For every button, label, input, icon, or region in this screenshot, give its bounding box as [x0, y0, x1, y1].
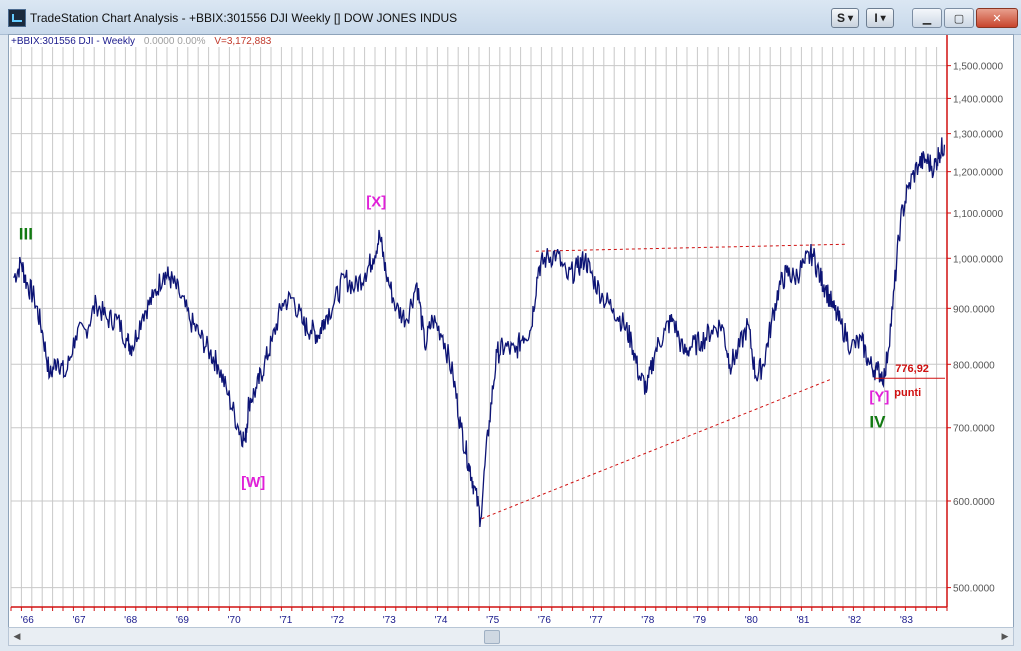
x-tick-label: '80 [745, 615, 758, 626]
y-tick-label: 1,500.0000 [953, 62, 1003, 73]
symbol-menu-button[interactable]: S ▾ [831, 8, 859, 28]
close-button[interactable]: ✕ [976, 8, 1018, 28]
price-chart[interactable]: 500.0000 600.0000 700.0000 800.0000 900.0000… [9, 35, 1013, 627]
x-tick-label: '72 [331, 615, 344, 626]
level-value-label: 776,92 [895, 363, 929, 375]
wave-X-label: [X] [366, 194, 386, 211]
x-tick-label: '69 [176, 615, 189, 626]
chart-app-icon [8, 9, 26, 27]
indicator-menu-button[interactable]: I ▾ [866, 8, 894, 28]
y-tick-label: 500.0000 [953, 584, 995, 595]
volume-label: V=3,172,883 [214, 36, 272, 47]
x-tick-label: '71 [279, 615, 292, 626]
horizontal-scrollbar[interactable]: ◀ ▶ [8, 627, 1014, 646]
x-tick-label: '83 [900, 615, 913, 626]
indicator-menu-label: I [874, 11, 878, 25]
x-tick-label: '73 [383, 615, 396, 626]
x-tick-label: '75 [486, 615, 499, 626]
wave-W-label: [W] [241, 474, 265, 491]
wave-Y-label: [Y] [869, 388, 889, 405]
x-tick-label: '70 [228, 615, 241, 626]
y-tick-label: 1,100.0000 [953, 209, 1003, 220]
chart-area[interactable]: 500.0000 600.0000 700.0000 800.0000 900.0000… [8, 34, 1014, 628]
wave-IV-label: IV [869, 413, 886, 432]
y-tick-label: 1,200.0000 [953, 168, 1003, 179]
chart-header: +BBIX:301556 DJI - Weekly 0.0000 0.00% V… [11, 36, 271, 47]
minimize-button[interactable]: ▁ [912, 8, 942, 28]
x-tick-label: '68 [124, 615, 137, 626]
y-tick-label: 800.0000 [953, 360, 995, 371]
minimize-icon: ▁ [922, 11, 932, 25]
x-tick-label: '76 [538, 615, 551, 626]
y-tick-label: 600.0000 [953, 497, 995, 508]
chevron-down-icon: ▾ [880, 12, 886, 24]
change-label: 0.0000 0.00% [143, 36, 206, 47]
y-tick-label: 700.0000 [953, 424, 995, 435]
x-tick-label: '81 [796, 615, 809, 626]
x-tick-label: '67 [72, 615, 85, 626]
trendline [535, 243, 847, 252]
level-unit-label: punti [894, 387, 921, 399]
symbol-label: +BBIX:301556 DJI - Weekly [11, 36, 136, 47]
scroll-left-icon[interactable]: ◀ [13, 631, 21, 642]
chevron-down-icon: ▾ [847, 12, 854, 24]
x-tick-label: '77 [590, 615, 603, 626]
y-tick-label: 1,000.0000 [953, 254, 1003, 265]
window-title: TradeStation Chart Analysis - +BBIX:3015… [30, 11, 458, 25]
x-tick-label: '78 [641, 615, 654, 626]
y-tick-label: 1,300.0000 [953, 130, 1003, 141]
trendline [481, 378, 831, 520]
x-tick-label: '79 [693, 615, 706, 626]
close-icon: ✕ [992, 11, 1002, 25]
scroll-right-icon[interactable]: ▶ [1001, 631, 1009, 642]
symbol-menu-label: S [836, 11, 845, 25]
x-tick-label: '82 [848, 615, 861, 626]
y-tick-label: 900.0000 [953, 304, 995, 315]
wave-III-label: III [19, 225, 33, 244]
restore-button[interactable]: ▢ [944, 8, 974, 28]
restore-icon: ▢ [953, 11, 965, 25]
x-tick-label: '74 [434, 615, 447, 626]
scrollbar-thumb[interactable] [484, 630, 500, 644]
x-tick-label: '66 [21, 615, 34, 626]
window-titlebar[interactable]: TradeStation Chart Analysis - +BBIX:3015… [0, 0, 1021, 35]
y-tick-label: 1,400.0000 [953, 94, 1003, 105]
price-series-line [13, 137, 946, 528]
